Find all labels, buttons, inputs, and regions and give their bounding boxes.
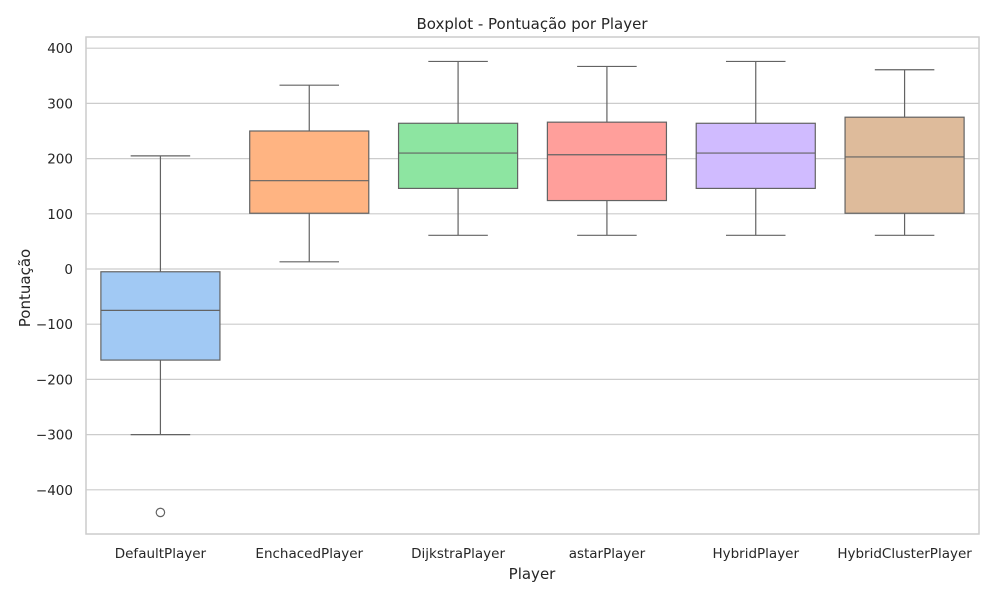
box-iqr	[695, 122, 816, 190]
box-iqr	[100, 271, 221, 361]
y-tick-label: 0	[64, 262, 73, 278]
grid-lines	[86, 47, 979, 491]
box-group	[546, 65, 668, 236]
y-tick-label: −300	[36, 428, 73, 444]
y-tick-label: −100	[36, 317, 73, 333]
x-tick-label: astarPlayer	[569, 546, 646, 562]
x-axis-label: Player	[509, 565, 557, 583]
x-tick-label: HybridClusterPlayer	[837, 546, 972, 562]
box-iqr	[844, 116, 965, 214]
box-group	[844, 69, 965, 236]
box-iqr	[397, 122, 519, 190]
x-tick-label: EnchacedPlayer	[255, 546, 363, 562]
chart-title: Boxplot - Pontuação por Player	[416, 15, 648, 33]
y-axis-label: Pontuação	[16, 249, 34, 327]
y-tick-label: 100	[47, 207, 73, 223]
y-tick-label: 300	[47, 96, 73, 112]
x-tick-label: DijkstraPlayer	[411, 546, 505, 562]
x-tick-labels: DefaultPlayer EnchacedPlayer DijkstraPlaye…	[115, 546, 973, 562]
box-iqr	[546, 121, 668, 202]
plot-frame	[85, 36, 980, 535]
box-group	[695, 60, 816, 236]
y-tick-labels: 400 300 200 100 0 −100 −200 −300 −400	[36, 41, 73, 499]
box-group	[249, 84, 370, 263]
y-tick-label: −200	[36, 372, 73, 388]
x-tick-label: DefaultPlayer	[115, 546, 207, 562]
box-iqr	[249, 130, 370, 214]
box-group	[100, 155, 221, 518]
box-group	[397, 60, 519, 236]
box-layer	[100, 60, 965, 518]
y-tick-label: −400	[36, 483, 73, 499]
y-tick-label: 200	[47, 152, 73, 168]
outlier-point	[155, 507, 166, 518]
x-tick-label: HybridPlayer	[712, 546, 799, 562]
y-tick-label: 400	[47, 41, 73, 57]
